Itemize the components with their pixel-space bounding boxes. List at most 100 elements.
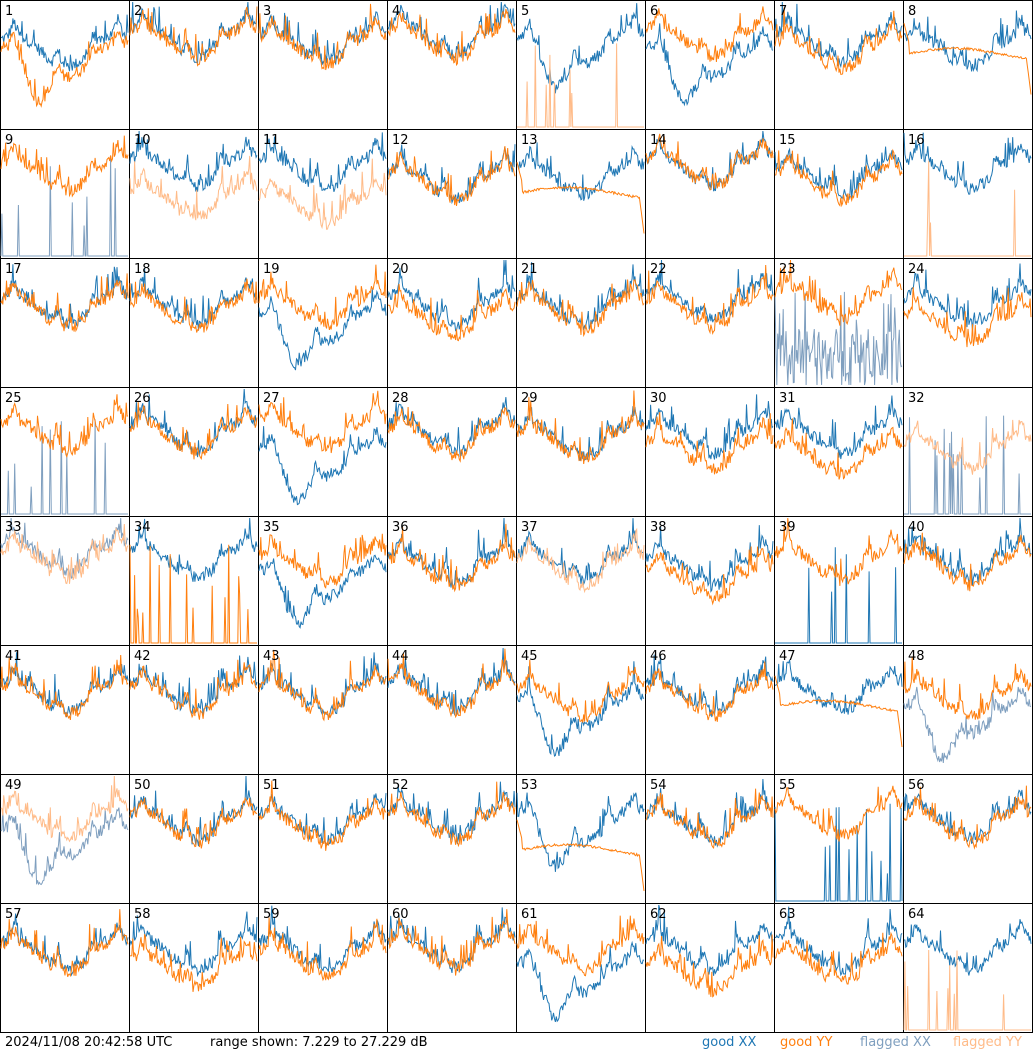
tile-label: 58 [134, 907, 151, 922]
series-xx-tile-56 [903, 789, 1032, 845]
tile-22: 22 [645, 258, 775, 388]
series-yy-tile-45 [516, 659, 645, 723]
series-yy-tile-14 [645, 133, 774, 191]
series-xx-tile-44 [387, 647, 516, 716]
tile-label: 5 [521, 4, 529, 19]
tile-38: 38 [645, 516, 775, 646]
tile-label: 2 [134, 4, 142, 19]
series-yy-tile-25 [0, 394, 129, 459]
tile-40: 40 [903, 516, 1033, 646]
series-xx-tile-34 [129, 517, 258, 582]
series-xx-tile-20 [387, 259, 516, 332]
tile-label: 43 [263, 649, 280, 664]
series-yy-tile-17 [0, 273, 129, 333]
tile-label: 22 [650, 262, 667, 277]
tile-label: 21 [521, 262, 538, 277]
tile-frame [0, 903, 130, 1033]
series-yy-tile-11 [258, 158, 387, 230]
tile-label: 61 [521, 907, 538, 922]
series-xx-tile-6 [645, 23, 774, 107]
series-yy-tile-46 [645, 661, 774, 722]
tile-frame [903, 258, 1033, 388]
tile-26: 26 [129, 387, 259, 517]
tile-frame [0, 387, 130, 517]
series-yy-tile-44 [387, 648, 516, 719]
tile-frame [645, 387, 775, 517]
tile-59: 59 [258, 903, 388, 1033]
series-xx-tile-53 [516, 792, 645, 872]
series-yy-tile-3 [258, 3, 387, 71]
legend-flagged-yy: flagged YY [953, 1035, 1022, 1050]
series-xx-tile-51 [258, 793, 387, 847]
series-yy-tile-53 [516, 819, 645, 892]
tile-frame [387, 258, 517, 388]
series-xx-tile-61 [516, 940, 645, 1023]
tile-48: 48 [903, 645, 1033, 775]
series-yy-tile-1 [0, 31, 129, 108]
series-yy-tile-6 [645, 6, 774, 63]
tile-label: 35 [263, 520, 280, 535]
tile-label: 18 [134, 262, 151, 277]
tile-label: 26 [134, 391, 151, 406]
series-yy-tile-52 [387, 781, 516, 848]
tile-label: 14 [650, 133, 667, 148]
tile-label: 46 [650, 649, 667, 664]
series-xx-tile-48 [903, 686, 1032, 763]
legend-good-yy: good YY [780, 1035, 833, 1050]
tile-label: 6 [650, 4, 658, 19]
series-yy-tile-40 [903, 532, 1032, 592]
tile-label: 40 [908, 520, 925, 535]
tile-57: 57 [0, 903, 130, 1033]
tile-12: 12 [387, 129, 517, 259]
tile-label: 38 [650, 520, 667, 535]
tile-frame [258, 387, 388, 517]
series-yy-tile-32 [903, 419, 1032, 475]
tile-label: 62 [650, 907, 667, 922]
tile-56: 56 [903, 774, 1033, 904]
tile-label: 39 [779, 520, 796, 535]
tile-label: 28 [392, 391, 409, 406]
tile-54: 54 [645, 774, 775, 904]
tile-23: 23 [774, 258, 904, 388]
tile-label: 41 [5, 649, 22, 664]
tile-label: 29 [521, 391, 538, 406]
tile-label: 54 [650, 778, 667, 793]
tile-frame [0, 0, 130, 130]
tile-47: 47 [774, 645, 904, 775]
series-yy-tile-29 [516, 390, 645, 464]
series-xx-tile-37 [516, 518, 645, 586]
series-xx-tile-39 [775, 547, 902, 644]
tile-64: 64 [903, 903, 1033, 1033]
tile-9: 9 [0, 129, 130, 259]
series-yy-tile-42 [129, 659, 257, 720]
series-yy-tile-41 [0, 654, 129, 721]
series-yy-tile-36 [387, 523, 516, 593]
tile-16: 16 [903, 129, 1033, 259]
tile-46: 46 [645, 645, 775, 775]
tile-label: 56 [908, 778, 925, 793]
tile-label: 60 [392, 907, 409, 922]
series-xx-tile-57 [0, 913, 129, 977]
tile-label: 48 [908, 649, 925, 664]
series-yy-tile-55 [774, 785, 903, 842]
tile-44: 44 [387, 645, 517, 775]
series-xx-tile-32 [904, 415, 1031, 515]
series-yy-tile-33 [0, 523, 129, 585]
tile-58: 58 [129, 903, 259, 1033]
tile-frame [258, 516, 388, 646]
tile-24: 24 [903, 258, 1033, 388]
tile-label: 36 [392, 520, 409, 535]
series-xx-tile-60 [387, 907, 516, 974]
series-xx-tile-21 [516, 262, 645, 331]
timestamp: 2024/11/08 20:42:58 UTC [5, 1035, 173, 1050]
tile-31: 31 [774, 387, 904, 517]
tile-frame [516, 903, 646, 1033]
series-xx-tile-27 [258, 426, 387, 506]
tile-label: 8 [908, 4, 916, 19]
tile-frame [516, 645, 646, 775]
series-xx-tile-49 [0, 807, 129, 886]
tile-frame [774, 129, 904, 259]
tile-frame [0, 645, 130, 775]
tile-label: 57 [5, 907, 22, 922]
series-xx-tile-16 [903, 132, 1032, 195]
